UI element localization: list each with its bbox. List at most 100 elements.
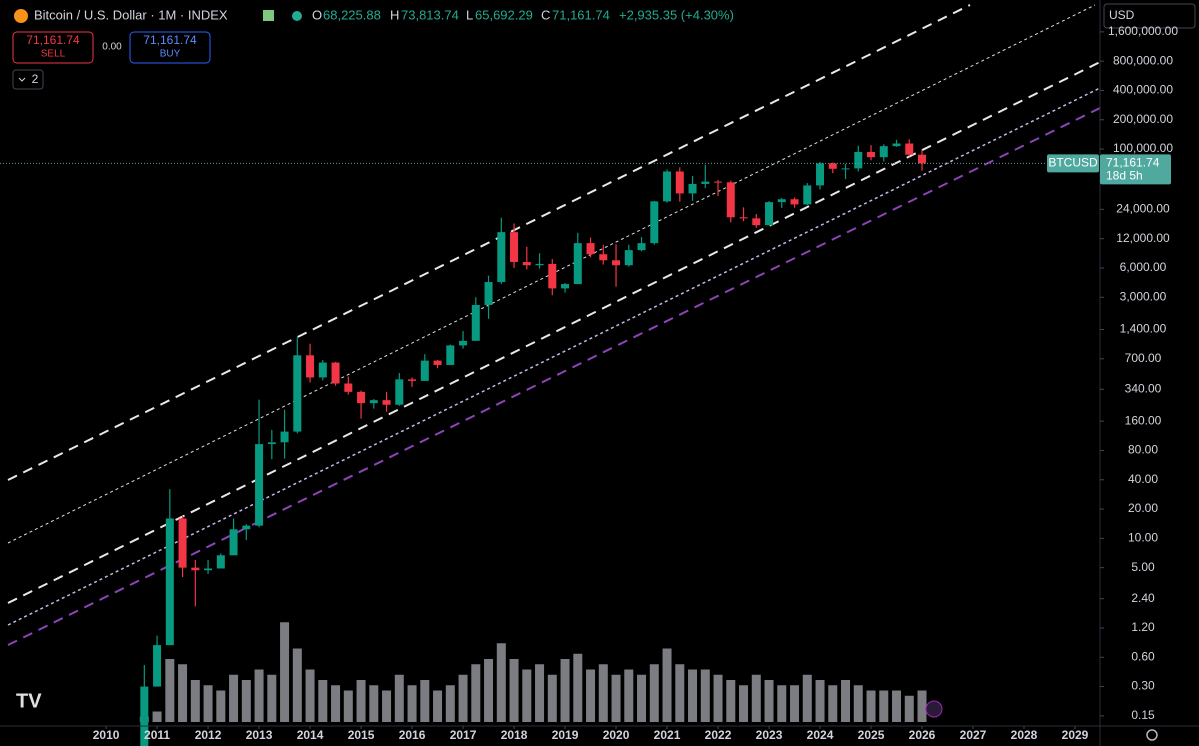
symbol-icon [14, 9, 28, 23]
y-tick-label: 700.00 [1125, 351, 1162, 365]
volume-bar [343, 690, 353, 722]
volume-bar [739, 685, 749, 722]
currency[interactable]: USD [1109, 8, 1135, 22]
candle-body [586, 243, 595, 255]
candle-body [777, 199, 786, 203]
currency-select[interactable] [1103, 3, 1196, 29]
y-tick-label: 160.00 [1125, 413, 1162, 427]
indicators-toggle[interactable] [12, 69, 44, 90]
volume-bar [433, 690, 443, 722]
volume-bar [700, 669, 710, 722]
volume-bar [331, 685, 341, 722]
x-tick-label: 2023 [756, 728, 783, 742]
candle-body [318, 362, 327, 378]
candle-body [573, 243, 582, 285]
ohlc-value: 73,813.74 [401, 7, 459, 22]
candle-body [701, 181, 710, 184]
logo: TV [16, 690, 42, 712]
symbol-tag-label: BTCUSD [1048, 156, 1098, 170]
volume-bar [649, 664, 659, 722]
volume-bar [841, 680, 851, 722]
candle-body [408, 379, 417, 381]
candle-body [204, 568, 213, 571]
buy-button[interactable] [129, 31, 211, 64]
candle-body [395, 379, 404, 405]
y-tick-label: 40.00 [1128, 472, 1158, 486]
y-tick-label: 0.60 [1131, 649, 1155, 663]
candle-body [790, 199, 799, 205]
candle-body [535, 263, 544, 266]
volume-bar [369, 685, 379, 722]
volume-bar [241, 680, 251, 722]
candle-body [510, 232, 519, 263]
candle-body [178, 518, 187, 568]
volume-bar [662, 648, 672, 722]
y-tick-label: 200,000.00 [1113, 112, 1173, 126]
price-tag [1100, 154, 1171, 185]
x-tick-label: 2028 [1011, 728, 1038, 742]
volume-bar [318, 680, 328, 722]
volume-bar [726, 680, 736, 722]
ohlc-change: +2,935.35 (+4.30%) [619, 7, 734, 22]
buy-price[interactable]: 71,161.74 [143, 33, 197, 47]
volume-bar [445, 685, 455, 722]
candle-body [867, 151, 876, 158]
volume-bar [152, 711, 162, 722]
x-tick-label: 2014 [297, 728, 324, 742]
volume-bar [892, 690, 902, 722]
sell-label[interactable]: SELL [41, 49, 66, 60]
volume-bar [420, 680, 430, 722]
sell-button[interactable] [12, 31, 94, 64]
y-tick-label: 0.30 [1131, 679, 1155, 693]
candle-body [242, 525, 251, 530]
x-tick-label: 2026 [909, 728, 936, 742]
volume-bar [229, 674, 239, 722]
candle-body [663, 171, 672, 202]
buy-label[interactable]: BUY [160, 49, 181, 60]
x-tick-label: 2027 [960, 728, 987, 742]
volume-bar [178, 664, 188, 722]
plot-area [0, 4, 1101, 746]
volume-bar [815, 680, 825, 722]
symbol-title: Bitcoin / U.S. Dollar · 1M · INDEX [34, 7, 228, 22]
candle-body [344, 383, 353, 392]
volume-bar [216, 690, 226, 722]
y-tick-label: 2.40 [1131, 591, 1155, 605]
volume-bar [280, 622, 290, 722]
x-tick-label: 2012 [195, 728, 222, 742]
candle-body [726, 182, 735, 218]
candle-body [229, 529, 238, 556]
alert-icon[interactable] [925, 700, 943, 718]
ohlc-label: L [466, 7, 473, 22]
candle-body [357, 391, 366, 404]
volume-bar [917, 690, 927, 722]
candle-body [216, 555, 225, 569]
candle-body [382, 400, 391, 405]
sell-price[interactable]: 71,161.74 [26, 33, 80, 47]
volume-bar [547, 674, 557, 722]
candle-body [548, 263, 557, 289]
volume-bar [611, 674, 621, 722]
x-tick-label: 2013 [246, 728, 273, 742]
volume-bar [598, 664, 608, 722]
x-tick-label: 2018 [501, 728, 528, 742]
volume-bar [267, 674, 277, 722]
volume-bar [535, 664, 545, 722]
chevron-icon [18, 77, 26, 82]
volume-bar [904, 695, 914, 722]
volume-bar [382, 690, 392, 722]
candle-body [624, 250, 633, 266]
volume-bar [751, 674, 761, 722]
settings-icon[interactable] [1146, 729, 1158, 741]
candle-body [918, 154, 927, 164]
x-tick-label: 2025 [858, 728, 885, 742]
indicators-count[interactable]: 2 [32, 72, 39, 86]
ohlc-value: 65,692.29 [475, 7, 533, 22]
y-tick-label: 400,000.00 [1113, 83, 1173, 97]
candle-body [255, 444, 264, 526]
volume-bar [688, 669, 698, 722]
candle-body [306, 355, 315, 378]
volume-bar [292, 648, 302, 722]
y-tick-label: 24,000.00 [1116, 202, 1170, 216]
